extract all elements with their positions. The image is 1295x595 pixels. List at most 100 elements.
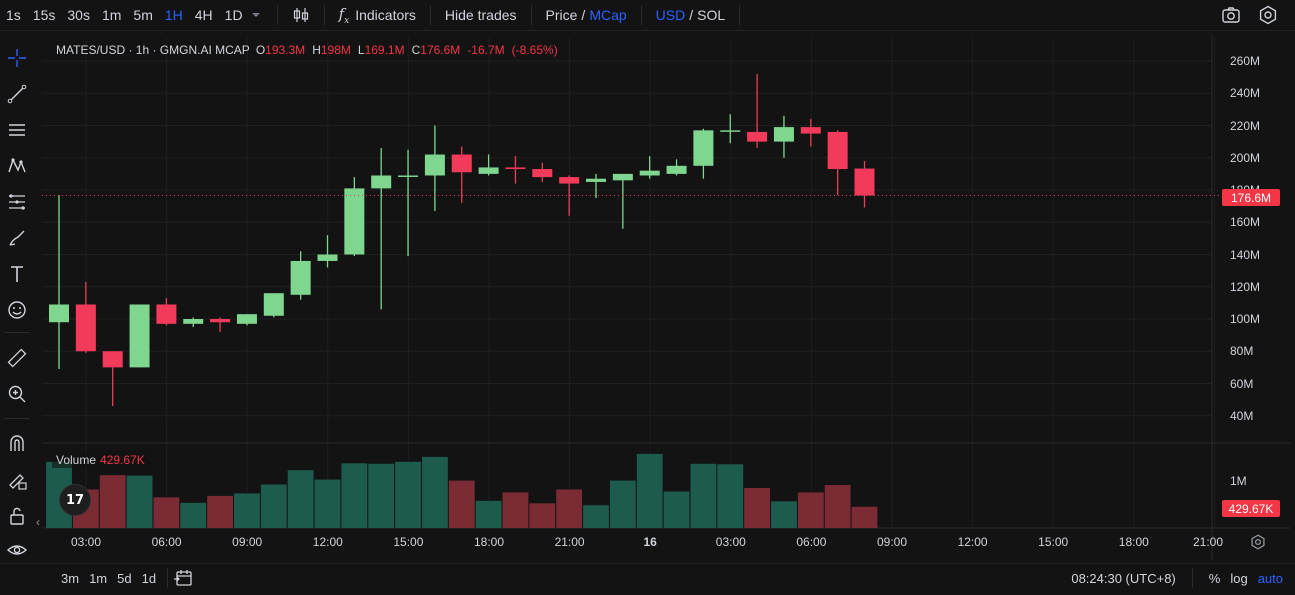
candle — [586, 173, 606, 199]
volume-bar — [583, 505, 609, 528]
brush-icon[interactable] — [3, 224, 31, 252]
collapse-toolbar-chevron-icon[interactable]: ‹ — [36, 515, 40, 529]
candle-body — [183, 319, 204, 324]
magnet-icon[interactable] — [3, 429, 31, 457]
candle — [720, 114, 741, 144]
date-range-calendar-icon[interactable] — [174, 569, 194, 587]
change-percent: (-8.65%) — [511, 43, 558, 57]
candle — [639, 156, 660, 179]
timeframe-1d[interactable]: 1D — [224, 7, 243, 23]
toolbar-divider — [429, 5, 431, 25]
volume-bar — [341, 463, 368, 528]
tool-divider — [4, 332, 30, 333]
horizontal-lines-icon[interactable] — [3, 116, 31, 144]
percent-toggle[interactable]: % — [1208, 570, 1221, 586]
high-key: H — [312, 43, 321, 57]
candle-body — [129, 304, 150, 368]
candle-body — [210, 319, 231, 323]
volume-bar — [717, 464, 744, 528]
price-option[interactable]: Price — [545, 7, 578, 23]
clock-time[interactable]: 08:24:30 (UTC+8) — [1071, 570, 1176, 586]
candle — [773, 115, 794, 158]
slash-separator: / — [581, 7, 586, 23]
trend-line-icon[interactable] — [3, 80, 31, 108]
price-tick-label: 40M — [1230, 408, 1254, 423]
candle — [666, 159, 687, 176]
candles — [49, 73, 875, 407]
text-tool-icon[interactable] — [3, 260, 31, 288]
fib-retracement-icon[interactable] — [3, 188, 31, 216]
candle-body — [827, 131, 848, 170]
candle — [398, 149, 419, 257]
volume-bar — [421, 456, 448, 528]
timeframe-1s[interactable]: 1s — [6, 7, 21, 23]
unlock-icon[interactable] — [3, 502, 31, 530]
candle — [290, 251, 311, 300]
lock-drawing-icon[interactable] — [3, 466, 31, 494]
pattern-icon[interactable] — [3, 152, 31, 180]
timeframe-5m[interactable]: 5m — [133, 7, 153, 23]
candle — [693, 128, 714, 179]
timeframe-dropdown-icon[interactable] — [251, 10, 261, 20]
candle — [559, 175, 580, 216]
log-toggle[interactable]: log — [1230, 570, 1248, 586]
candle — [75, 281, 96, 353]
candle-body — [747, 131, 768, 142]
price-tick-label: 260M — [1230, 54, 1261, 68]
symbol-title[interactable]: MATES/USD · 1h · GMGN.AI MCAP — [56, 43, 250, 57]
bottom-toolbar — [0, 563, 1295, 591]
volume-bar — [234, 493, 260, 528]
timeframe-15s[interactable]: 15s — [32, 7, 56, 23]
emoji-icon[interactable] — [3, 296, 31, 324]
time-tick-label: 18:00 — [473, 535, 505, 549]
timeframe-30s[interactable]: 30s — [67, 7, 90, 23]
candle-body — [49, 304, 69, 323]
timeframe-1h[interactable]: 1H — [164, 7, 183, 23]
tradingview-logo-icon[interactable]: 17 — [59, 484, 91, 516]
mcap-option[interactable]: MCap — [589, 7, 627, 23]
volume-bar — [287, 470, 314, 528]
timeframe-4h[interactable]: 4H — [194, 7, 213, 23]
camera-icon[interactable] — [1221, 5, 1241, 25]
hide-trades-button[interactable]: Hide trades — [437, 7, 525, 23]
time-tick-label: 12:00 — [957, 535, 988, 549]
toolbar-divider — [323, 5, 325, 25]
axis-settings-gear-icon[interactable] — [1250, 534, 1266, 555]
candle — [505, 156, 526, 184]
candle-body — [720, 130, 741, 132]
usd-option[interactable]: USD — [655, 7, 686, 23]
volume-legend[interactable]: Volume 429.67K — [52, 452, 149, 468]
range-3m[interactable]: 3m — [61, 570, 80, 586]
zoom-in-icon[interactable] — [3, 380, 31, 408]
time-tick-label: 16 — [643, 535, 657, 549]
volume-bar — [314, 479, 341, 528]
volume-bar — [448, 480, 475, 528]
price-mcap-toggle[interactable]: Price / MCap — [538, 7, 635, 23]
low-key: L — [357, 43, 365, 57]
candle-body — [612, 173, 633, 181]
last-volume-tag: 429.67K — [1222, 500, 1280, 517]
indicators-button[interactable]: fx Indicators — [331, 5, 424, 26]
candle — [210, 317, 231, 332]
candle — [424, 125, 445, 211]
chart-type-candles-icon[interactable] — [284, 6, 318, 24]
timeframe-1m[interactable]: 1m — [101, 7, 122, 23]
range-1m[interactable]: 1m — [89, 570, 108, 586]
ruler-icon[interactable] — [3, 344, 31, 372]
price-tick-label: 160M — [1230, 215, 1261, 230]
candle — [102, 351, 123, 407]
range-1d[interactable]: 1d — [141, 570, 157, 586]
settings-gear-icon[interactable] — [1258, 5, 1278, 25]
sol-option[interactable]: SOL — [697, 7, 726, 23]
price-tick-label: 100M — [1230, 312, 1261, 326]
eye-visibility-icon[interactable] — [3, 536, 31, 564]
currency-toggle[interactable]: USD / SOL — [648, 7, 733, 23]
auto-scale-toggle[interactable]: auto — [1257, 570, 1283, 586]
time-tick-label: 15:00 — [1038, 535, 1069, 549]
range-5d[interactable]: 5d — [117, 570, 132, 586]
price-tick-label: 220M — [1230, 118, 1261, 133]
candle-body — [854, 168, 875, 196]
crosshair-icon[interactable] — [3, 44, 31, 72]
candle — [854, 160, 875, 208]
